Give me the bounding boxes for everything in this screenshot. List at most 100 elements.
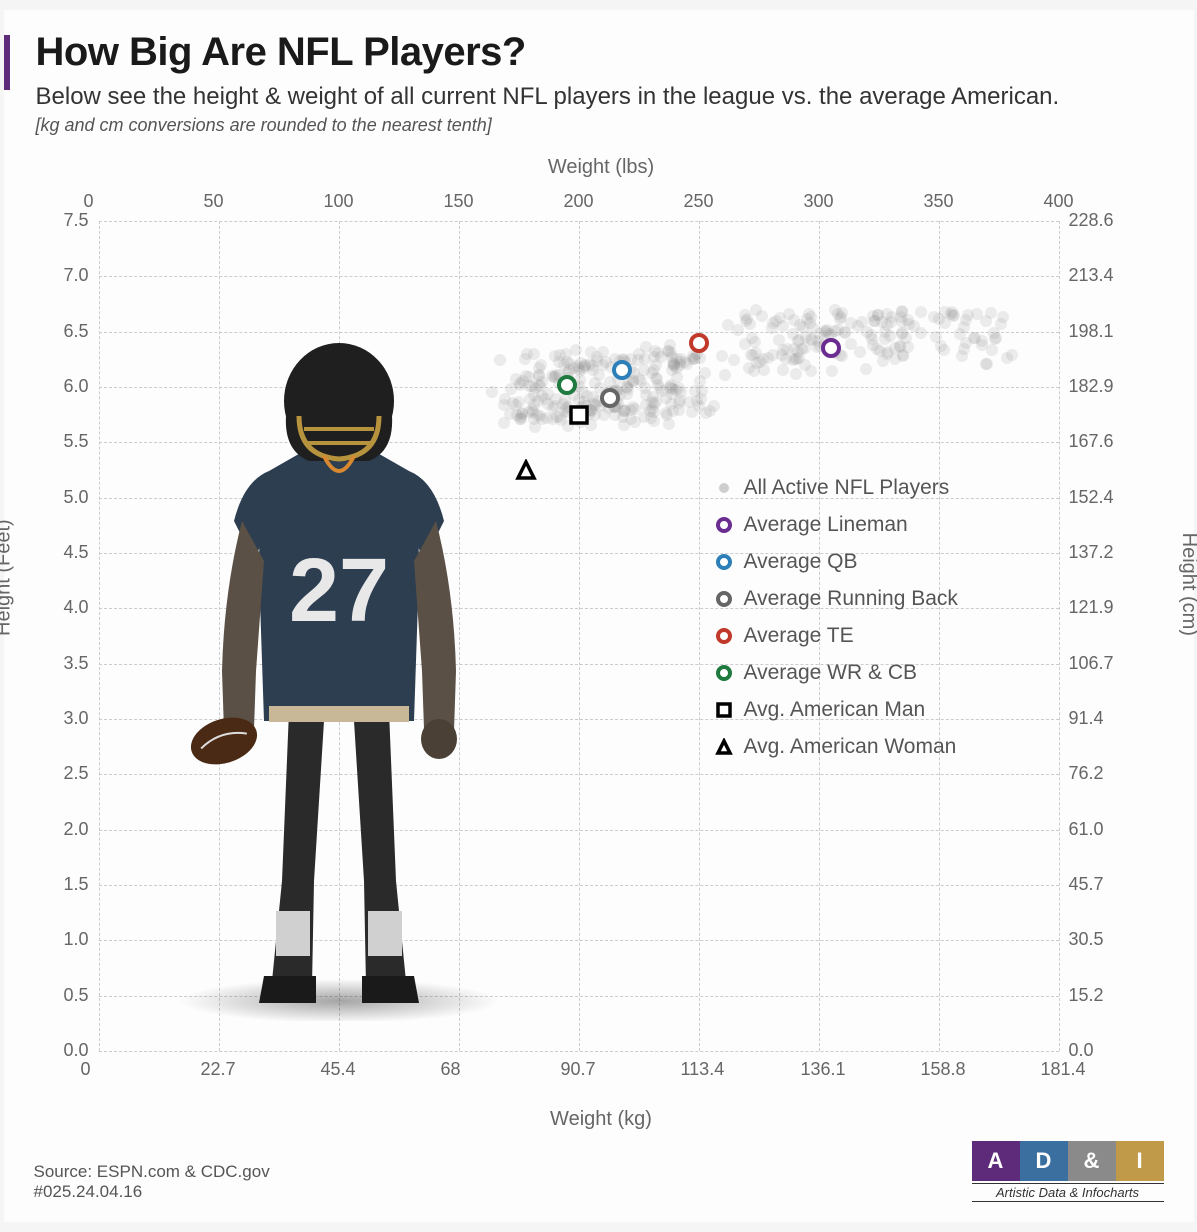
logo-square: A — [972, 1141, 1020, 1181]
grid-line-v — [1059, 221, 1060, 1051]
scatter-point — [648, 398, 660, 410]
scatter-point — [535, 359, 547, 371]
grid-line-h — [99, 442, 1059, 443]
legend-label: Average Lineman — [744, 513, 908, 537]
highlight-marker — [611, 359, 633, 386]
x-top-tick: 200 — [564, 191, 594, 212]
y-right-tick: 45.7 — [1069, 874, 1104, 895]
legend-item: Avg. American Man — [714, 698, 1024, 722]
scatter-point — [494, 354, 506, 366]
highlight-marker — [515, 459, 537, 486]
scatter-point — [744, 318, 756, 330]
infographic-container: How Big Are NFL Players? Below see the h… — [4, 10, 1194, 1222]
y-right-tick: 106.7 — [1069, 653, 1114, 674]
accent-bar — [4, 35, 10, 90]
scatter-point — [986, 344, 998, 356]
scatter-point — [750, 347, 762, 359]
scatter-point — [498, 417, 510, 429]
legend-label: All Active NFL Players — [744, 476, 950, 500]
x-top-tick: 100 — [324, 191, 354, 212]
legend-item: Average Running Back — [714, 587, 1024, 611]
x-bottom-axis-label: Weight (kg) — [550, 1108, 652, 1131]
legend-item: Average TE — [714, 624, 1024, 648]
y-left-tick: 5.5 — [63, 431, 88, 452]
scatter-point — [854, 346, 866, 358]
y-right-tick: 198.1 — [1069, 321, 1114, 342]
scatter-point — [533, 379, 545, 391]
x-top-axis-label: Weight (lbs) — [548, 156, 654, 179]
scatter-point — [671, 362, 683, 374]
x-bottom-tick: 158.8 — [921, 1059, 966, 1080]
scatter-point — [900, 332, 912, 344]
scatter-point — [513, 396, 525, 408]
x-top-tick: 150 — [444, 191, 474, 212]
legend-label: Avg. American Woman — [744, 735, 957, 759]
marker-icon — [714, 626, 734, 646]
grid-line-h — [99, 996, 1059, 997]
scatter-point — [554, 349, 566, 361]
logo-squares: AD&I — [972, 1141, 1164, 1181]
logo-square: I — [1116, 1141, 1164, 1181]
scatter-point — [980, 315, 992, 327]
scatter-point — [805, 365, 817, 377]
scatter-point — [699, 367, 711, 379]
y-left-tick: 1.0 — [63, 929, 88, 950]
scatter-point — [793, 334, 805, 346]
legend-label: Average WR & CB — [744, 661, 918, 685]
scatter-point — [750, 304, 762, 316]
x-top-tick: 50 — [204, 191, 224, 212]
scatter-point — [767, 349, 779, 361]
scatter-icon — [714, 478, 734, 498]
y-right-tick: 0.0 — [1069, 1040, 1094, 1061]
scatter-point — [958, 343, 970, 355]
y-right-tick: 182.9 — [1069, 376, 1114, 397]
scatter-point — [486, 386, 498, 398]
y-left-tick: 6.5 — [63, 321, 88, 342]
chart-id: #025.24.04.16 — [34, 1182, 270, 1202]
grid-line-v — [339, 221, 340, 1051]
marker-icon — [714, 589, 734, 609]
grid-line-h — [99, 885, 1059, 886]
y-left-tick: 3.5 — [63, 653, 88, 674]
grid-line-v — [99, 221, 100, 1051]
y-left-tick: 7.0 — [63, 265, 88, 286]
scatter-point — [930, 331, 942, 343]
scatter-point — [807, 322, 819, 334]
highlight-marker — [599, 387, 621, 414]
scatter-point — [663, 418, 675, 430]
y-right-tick: 213.4 — [1069, 265, 1114, 286]
y-right-tick: 137.2 — [1069, 542, 1114, 563]
scatter-point — [708, 400, 720, 412]
x-top-tick: 0 — [84, 191, 94, 212]
x-bottom-tick: 68 — [441, 1059, 461, 1080]
x-top-tick: 250 — [684, 191, 714, 212]
scatter-point — [639, 382, 651, 394]
legend-item: Avg. American Woman — [714, 735, 1024, 759]
y-right-tick: 15.2 — [1069, 985, 1104, 1006]
source-text: Source: ESPN.com & CDC.gov — [34, 1162, 270, 1182]
highlight-marker — [688, 332, 710, 359]
scatter-point — [695, 393, 707, 405]
scatter-point — [526, 404, 538, 416]
x-bottom-tick: 45.4 — [321, 1059, 356, 1080]
y-left-tick: 4.5 — [63, 542, 88, 563]
y-right-tick: 76.2 — [1069, 763, 1104, 784]
scatter-point — [954, 328, 966, 340]
scatter-point — [829, 304, 841, 316]
highlight-marker — [556, 374, 578, 401]
y-left-tick: 1.5 — [63, 874, 88, 895]
scatter-point — [790, 368, 802, 380]
scatter-point — [505, 383, 517, 395]
scatter-point — [521, 348, 533, 360]
scatter-point — [719, 369, 731, 381]
legend-item: Average QB — [714, 550, 1024, 574]
highlight-marker — [568, 404, 590, 431]
scatter-point — [645, 412, 657, 424]
scatter-point — [716, 350, 728, 362]
grid-line-h — [99, 940, 1059, 941]
grid-line-h — [99, 221, 1059, 222]
marker-icon — [714, 700, 734, 720]
grid-line-h — [99, 1051, 1059, 1052]
scatter-point — [839, 326, 851, 338]
legend-label: Average TE — [744, 624, 854, 648]
